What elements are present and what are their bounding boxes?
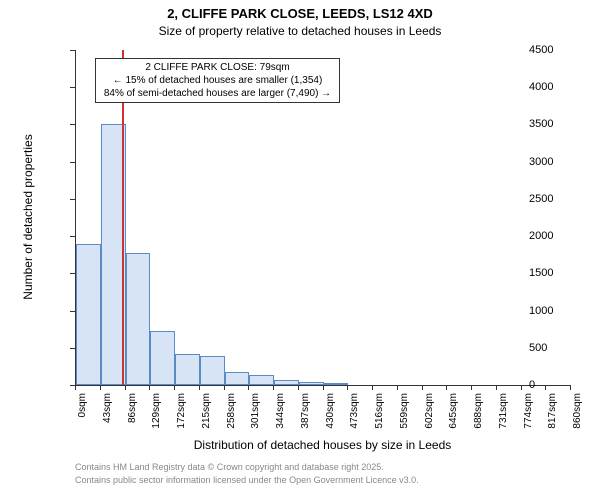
chart-container: 2, CLIFFE PARK CLOSE, LEEDS, LS12 4XD Si… [0, 0, 600, 500]
xtick-mark [446, 385, 447, 390]
ytick-label: 3000 [529, 156, 596, 168]
ytick-mark [70, 87, 75, 88]
xtick-label: 387sqm [300, 393, 311, 443]
footer-line1: Contains HM Land Registry data © Crown c… [75, 462, 384, 472]
xtick-label: 860sqm [572, 393, 583, 443]
histogram-bar [126, 253, 151, 386]
xtick-mark [397, 385, 398, 390]
xtick-mark [224, 385, 225, 390]
annotation-box: 2 CLIFFE PARK CLOSE: 79sqm ← 15% of deta… [95, 58, 340, 103]
ytick-label: 1500 [529, 267, 596, 279]
xtick-label: 516sqm [374, 393, 385, 443]
histogram-bar [274, 380, 299, 385]
ytick-mark [70, 273, 75, 274]
xtick-label: 43sqm [102, 393, 113, 443]
histogram-bar [150, 331, 175, 385]
xtick-mark [248, 385, 249, 390]
xtick-mark [100, 385, 101, 390]
ytick-mark [70, 162, 75, 163]
xtick-label: 0sqm [77, 393, 88, 443]
ytick-mark [70, 236, 75, 237]
xtick-label: 731sqm [498, 393, 509, 443]
ytick-label: 3500 [529, 118, 596, 130]
xtick-label: 559sqm [399, 393, 410, 443]
histogram-bar [175, 354, 200, 385]
xtick-mark [471, 385, 472, 390]
xtick-mark [372, 385, 373, 390]
xtick-mark [422, 385, 423, 390]
chart-subtitle: Size of property relative to detached ho… [0, 24, 600, 38]
ytick-mark [70, 124, 75, 125]
ytick-mark [70, 199, 75, 200]
xtick-label: 172sqm [176, 393, 187, 443]
xtick-label: 430sqm [325, 393, 336, 443]
footer-line2: Contains public sector information licen… [75, 475, 419, 485]
histogram-bar [200, 356, 225, 385]
ytick-label: 1000 [529, 305, 596, 317]
chart-title: 2, CLIFFE PARK CLOSE, LEEDS, LS12 4XD [0, 6, 600, 21]
xtick-mark [75, 385, 76, 390]
xtick-mark [298, 385, 299, 390]
xtick-label: 688sqm [473, 393, 484, 443]
annotation-line2: ← 15% of detached houses are smaller (1,… [100, 74, 335, 87]
xtick-label: 344sqm [275, 393, 286, 443]
xtick-mark [496, 385, 497, 390]
annotation-line3: 84% of semi-detached houses are larger (… [100, 87, 335, 100]
histogram-bar [225, 372, 250, 385]
xtick-mark [545, 385, 546, 390]
annotation-line1: 2 CLIFFE PARK CLOSE: 79sqm [100, 61, 335, 74]
xtick-label: 86sqm [127, 393, 138, 443]
xtick-mark [570, 385, 571, 390]
histogram-bar [324, 383, 349, 385]
ytick-label: 2500 [529, 193, 596, 205]
ytick-label: 0 [529, 379, 596, 391]
xtick-label: 301sqm [250, 393, 261, 443]
xtick-label: 473sqm [349, 393, 360, 443]
xtick-mark [323, 385, 324, 390]
xtick-mark [149, 385, 150, 390]
xtick-mark [347, 385, 348, 390]
xtick-mark [174, 385, 175, 390]
x-axis-label: Distribution of detached houses by size … [75, 438, 570, 452]
histogram-bar [76, 244, 101, 385]
xtick-mark [521, 385, 522, 390]
xtick-label: 215sqm [201, 393, 212, 443]
histogram-bar [249, 375, 274, 385]
ytick-mark [70, 311, 75, 312]
xtick-mark [273, 385, 274, 390]
ytick-label: 2000 [529, 230, 596, 242]
ytick-mark [70, 348, 75, 349]
xtick-mark [125, 385, 126, 390]
xtick-mark [199, 385, 200, 390]
ytick-mark [70, 50, 75, 51]
xtick-label: 817sqm [547, 393, 558, 443]
ytick-label: 500 [529, 342, 596, 354]
xtick-label: 602sqm [424, 393, 435, 443]
xtick-label: 258sqm [226, 393, 237, 443]
xtick-label: 129sqm [151, 393, 162, 443]
xtick-label: 774sqm [523, 393, 534, 443]
histogram-bar [299, 382, 324, 385]
ytick-label: 4000 [529, 81, 596, 93]
ytick-label: 4500 [529, 44, 596, 56]
xtick-label: 645sqm [448, 393, 459, 443]
y-axis-label: Number of detached properties [21, 117, 35, 317]
